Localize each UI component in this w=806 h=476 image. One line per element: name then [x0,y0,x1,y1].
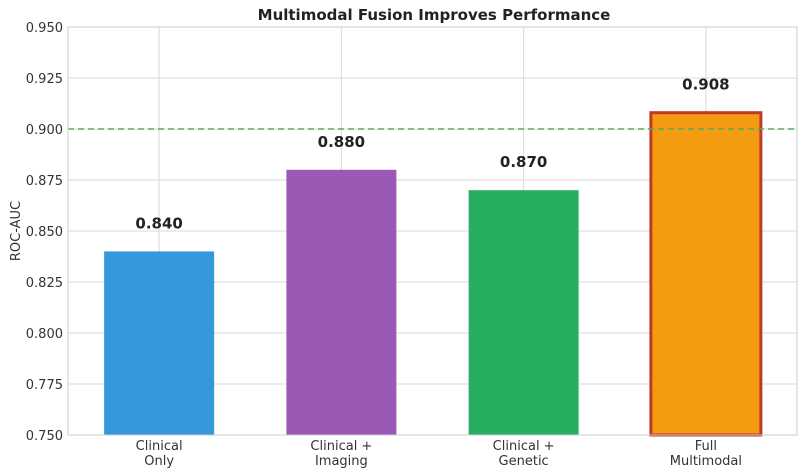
x-tick-label: Only [144,454,174,469]
y-tick-label: 0.900 [26,123,63,138]
y-tick-label: 0.800 [26,327,63,342]
bar [104,251,215,435]
y-axis-label: ROC-AUC [9,201,24,261]
bar-value-label: 0.870 [500,153,547,171]
y-tick-label: 0.750 [26,429,63,444]
plot-frame-layer [67,26,798,436]
bar-value-label: 0.840 [135,214,182,232]
x-tick-label: Clinical [136,439,183,454]
bar [649,111,763,437]
x-tick-label: Clinical + [310,439,372,454]
labels-layer: 0.750 0.775 0.800 0.825 0.850 0.875 0.900 0.925… [26,21,742,469]
bar [468,190,579,435]
y-tick-label: 0.950 [26,21,63,36]
y-tick-label: 0.825 [26,276,63,291]
bars-layer [104,111,763,437]
bar-value-label: 0.880 [318,133,365,151]
x-tick-label: Imaging [315,454,368,469]
bar [286,169,397,436]
x-tick-label: Genetic [499,454,549,469]
y-tick-label: 0.775 [26,378,63,393]
bar-value-label: 0.908 [682,76,729,94]
y-tick-label: 0.875 [26,174,63,189]
y-tick-label: 0.850 [26,225,63,240]
plot-frame [67,26,798,436]
chart-title: Multimodal Fusion Improves Performance [258,6,611,24]
y-tick-label: 0.925 [26,72,63,87]
x-tick-label: Full [695,439,717,454]
x-tick-label: Multimodal [670,454,742,469]
x-tick-label: Clinical + [493,439,555,454]
